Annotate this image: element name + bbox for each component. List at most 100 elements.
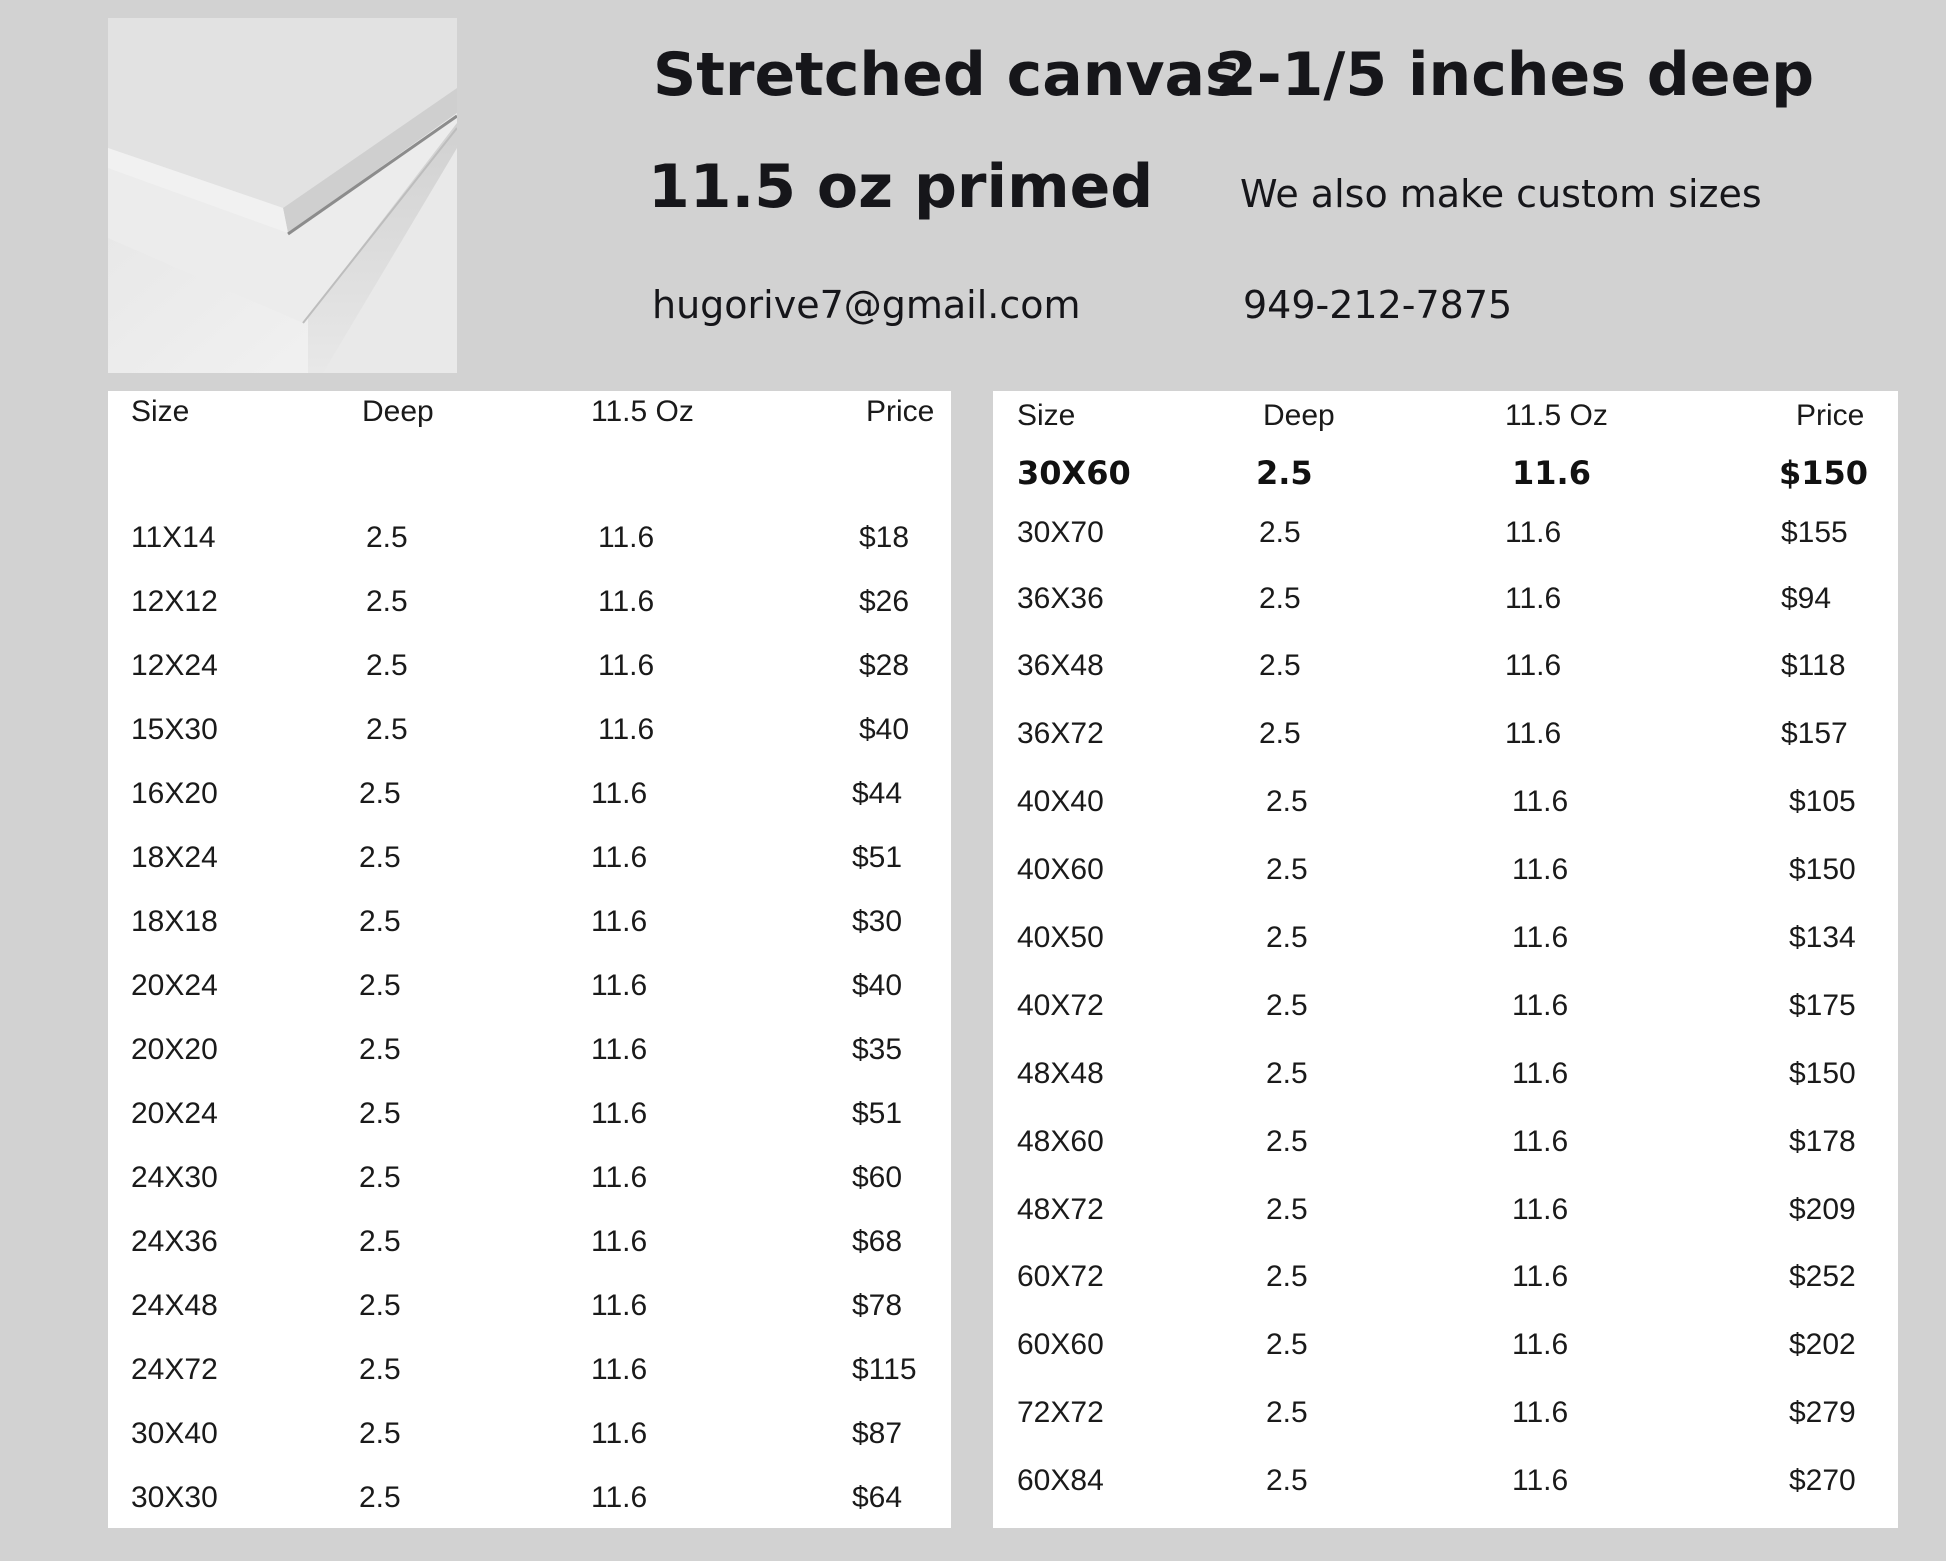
size-cell: 20X24: [131, 969, 218, 1002]
depth-heading: 2-1/5 inches deep: [1215, 40, 1815, 110]
depth-cell: 2.5: [359, 841, 401, 874]
column-header: Size: [1017, 399, 1076, 432]
depth-cell: 2.5: [1266, 1260, 1308, 1293]
price-cell: $150: [1779, 454, 1869, 492]
weight-cell: 11.6: [598, 585, 655, 618]
depth-cell: 2.5: [359, 1289, 401, 1322]
weight-cell: 11.6: [591, 841, 648, 874]
size-cell: 30X60: [1017, 454, 1131, 492]
price-cell: $175: [1789, 989, 1856, 1022]
size-cell: 36X48: [1017, 649, 1104, 682]
price-cell: $51: [852, 1097, 903, 1130]
size-cell: 40X40: [1017, 785, 1104, 818]
depth-cell: 2.5: [359, 1225, 401, 1258]
depth-cell: 2.5: [1266, 989, 1308, 1022]
depth-cell: 2.5: [359, 1417, 401, 1450]
depth-cell: 2.5: [1256, 454, 1313, 492]
size-cell: 36X36: [1017, 582, 1104, 615]
size-cell: 24X30: [131, 1161, 218, 1194]
depth-cell: 2.5: [1266, 1328, 1308, 1361]
weight-cell: 11.6: [1512, 1464, 1569, 1497]
size-cell: 30X30: [131, 1481, 218, 1514]
custom-sizes-note: We also make custom sizes: [1240, 172, 1762, 216]
price-cell: $94: [1781, 582, 1832, 615]
column-header: 11.5 Oz: [591, 395, 694, 428]
price-cell: $279: [1789, 1396, 1856, 1429]
price-cell: $40: [852, 969, 903, 1002]
depth-cell: 2.5: [359, 1161, 401, 1194]
depth-cell: 2.5: [359, 1353, 401, 1386]
price-cell: $28: [859, 649, 910, 682]
depth-cell: 2.5: [1266, 1057, 1308, 1090]
stacked-canvas-image: [108, 18, 457, 373]
weight-cell: 11.6: [1512, 785, 1569, 818]
price-cell: $40: [859, 713, 910, 746]
size-cell: 40X72: [1017, 989, 1104, 1022]
price-cell: $64: [852, 1481, 903, 1514]
depth-cell: 2.5: [366, 585, 408, 618]
price-cell: $178: [1789, 1125, 1856, 1158]
weight-cell: 11.6: [1512, 1328, 1569, 1361]
price-cell: $35: [852, 1033, 903, 1066]
depth-cell: 2.5: [1266, 1396, 1308, 1429]
depth-cell: 2.5: [359, 1481, 401, 1514]
weight-cell: 11.6: [1512, 853, 1569, 886]
size-cell: 30X70: [1017, 516, 1104, 549]
size-cell: 48X48: [1017, 1057, 1104, 1090]
price-cell: $51: [852, 841, 903, 874]
price-cell: $150: [1789, 853, 1856, 886]
depth-cell: 2.5: [359, 1033, 401, 1066]
price-cell: $26: [859, 585, 910, 618]
depth-cell: 2.5: [1266, 1464, 1308, 1497]
depth-cell: 2.5: [1259, 516, 1301, 549]
price-table-right: Size Deep 11.5 Oz Price 30X60 2.5 11.6 $150 30X7…: [993, 391, 1898, 1528]
price-cell: $252: [1789, 1260, 1856, 1293]
weight-cell: 11.6: [1512, 1396, 1569, 1429]
weight-cell: 11.6: [1505, 516, 1562, 549]
size-cell: 36X72: [1017, 717, 1104, 750]
weight-cell: 11.6: [598, 521, 655, 554]
size-cell: 30X40: [131, 1417, 218, 1450]
size-cell: 12X24: [131, 649, 218, 682]
weight-cell: 11.6: [1512, 989, 1569, 1022]
contact-phone: 949-212-7875: [1243, 283, 1513, 327]
column-header: 11.5 Oz: [1505, 399, 1608, 432]
weight-cell: 11.6: [591, 1097, 648, 1130]
column-header: Deep: [362, 395, 434, 428]
size-cell: 72X72: [1017, 1396, 1104, 1429]
price-cell: $44: [852, 777, 903, 810]
size-cell: 60X84: [1017, 1464, 1104, 1497]
depth-cell: 2.5: [1266, 785, 1308, 818]
weight-cell: 11.6: [1505, 649, 1562, 682]
weight-cell: 11.6: [591, 1481, 648, 1514]
price-cell: $202: [1789, 1328, 1856, 1361]
weight-cell: 11.6: [1512, 1125, 1569, 1158]
depth-cell: 2.5: [1266, 1193, 1308, 1226]
depth-cell: 2.5: [366, 521, 408, 554]
price-cell: $87: [852, 1417, 903, 1450]
weight-cell: 11.6: [591, 1289, 648, 1322]
size-cell: 12X12: [131, 585, 218, 618]
size-cell: 24X36: [131, 1225, 218, 1258]
size-cell: 24X48: [131, 1289, 218, 1322]
size-cell: 18X18: [131, 905, 218, 938]
size-cell: 24X72: [131, 1353, 218, 1386]
price-cell: $18: [859, 521, 910, 554]
weight-cell: 11.6: [591, 1161, 648, 1194]
price-cell: $209: [1789, 1193, 1856, 1226]
price-cell: $134: [1789, 921, 1856, 954]
weight-heading: 11.5 oz primed: [648, 152, 1154, 222]
price-cell: $115: [852, 1353, 917, 1386]
depth-cell: 2.5: [1259, 649, 1301, 682]
price-cell: $60: [852, 1161, 903, 1194]
size-cell: 48X60: [1017, 1125, 1104, 1158]
size-cell: 60X72: [1017, 1260, 1104, 1293]
size-cell: 20X20: [131, 1033, 218, 1066]
price-table-left: Size Deep 11.5 Oz Price 11X14 2.5 11.6 $18 12X12…: [108, 391, 951, 1528]
weight-cell: 11.6: [1512, 454, 1591, 492]
price-cell: $118: [1781, 649, 1846, 682]
size-cell: 40X50: [1017, 921, 1104, 954]
weight-cell: 11.6: [591, 905, 648, 938]
price-cell: $68: [852, 1225, 903, 1258]
price-cell: $105: [1789, 785, 1856, 818]
